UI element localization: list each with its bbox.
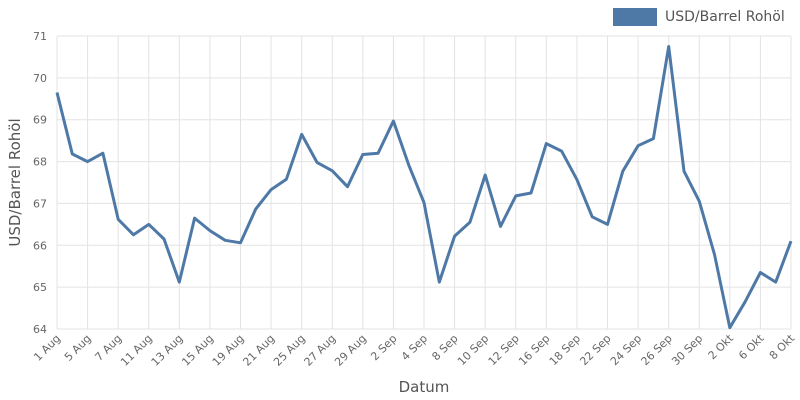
- y-tick-label: 67: [33, 197, 47, 210]
- x-tick-label: 6 Okt: [736, 331, 767, 362]
- x-tick-label: 2 Sep: [368, 332, 399, 363]
- x-tick-label: 5 Aug: [62, 332, 94, 364]
- x-tick-label: 19 Aug: [210, 332, 247, 369]
- y-tick-label: 64: [33, 323, 47, 336]
- x-tick-label: 25 Aug: [271, 332, 308, 369]
- y-tick-label: 65: [33, 281, 47, 294]
- y-axis-ticks: 64 65 66 67 68 69 70 71: [33, 30, 47, 336]
- x-tick-label: 22 Sep: [577, 332, 613, 368]
- x-tick-label: 27 Aug: [302, 332, 339, 369]
- x-tick-label: 21 Aug: [240, 332, 277, 369]
- x-tick-label: 29 Aug: [332, 332, 369, 369]
- y-tick-label: 66: [33, 239, 47, 252]
- x-tick-label: 26 Sep: [639, 332, 675, 368]
- x-tick-label: 24 Sep: [608, 332, 644, 368]
- x-tick-label: 2 Okt: [706, 331, 737, 362]
- x-tick-label: 18 Sep: [547, 332, 583, 368]
- x-tick-label: 11 Aug: [118, 332, 155, 369]
- series-line[interactable]: [55, 45, 793, 330]
- x-tick-label: 30 Sep: [669, 332, 705, 368]
- y-tick-label: 69: [33, 114, 47, 127]
- x-axis-title: Datum: [399, 378, 450, 396]
- x-tick-label: 8 Okt: [767, 331, 798, 362]
- x-tick-label: 1 Aug: [31, 332, 63, 364]
- legend-label: USD/Barrel Rohöl: [665, 9, 785, 25]
- x-tick-label: 12 Sep: [486, 332, 522, 368]
- y-tick-label: 68: [33, 156, 47, 169]
- legend-swatch: [613, 8, 657, 26]
- legend[interactable]: USD/Barrel Rohöl: [613, 8, 785, 26]
- x-tick-label: 10 Sep: [455, 332, 491, 368]
- grid-lines: [56, 35, 792, 330]
- x-tick-label: 4 Sep: [399, 332, 430, 363]
- x-tick-label: 15 Aug: [179, 332, 216, 369]
- y-tick-label: 71: [33, 30, 47, 43]
- x-tick-label: 13 Aug: [149, 332, 186, 369]
- x-tick-label: 16 Sep: [516, 332, 552, 368]
- y-axis-title: USD/Barrel Rohöl: [6, 118, 24, 246]
- series-group: [55, 45, 793, 330]
- y-tick-label: 70: [33, 72, 47, 85]
